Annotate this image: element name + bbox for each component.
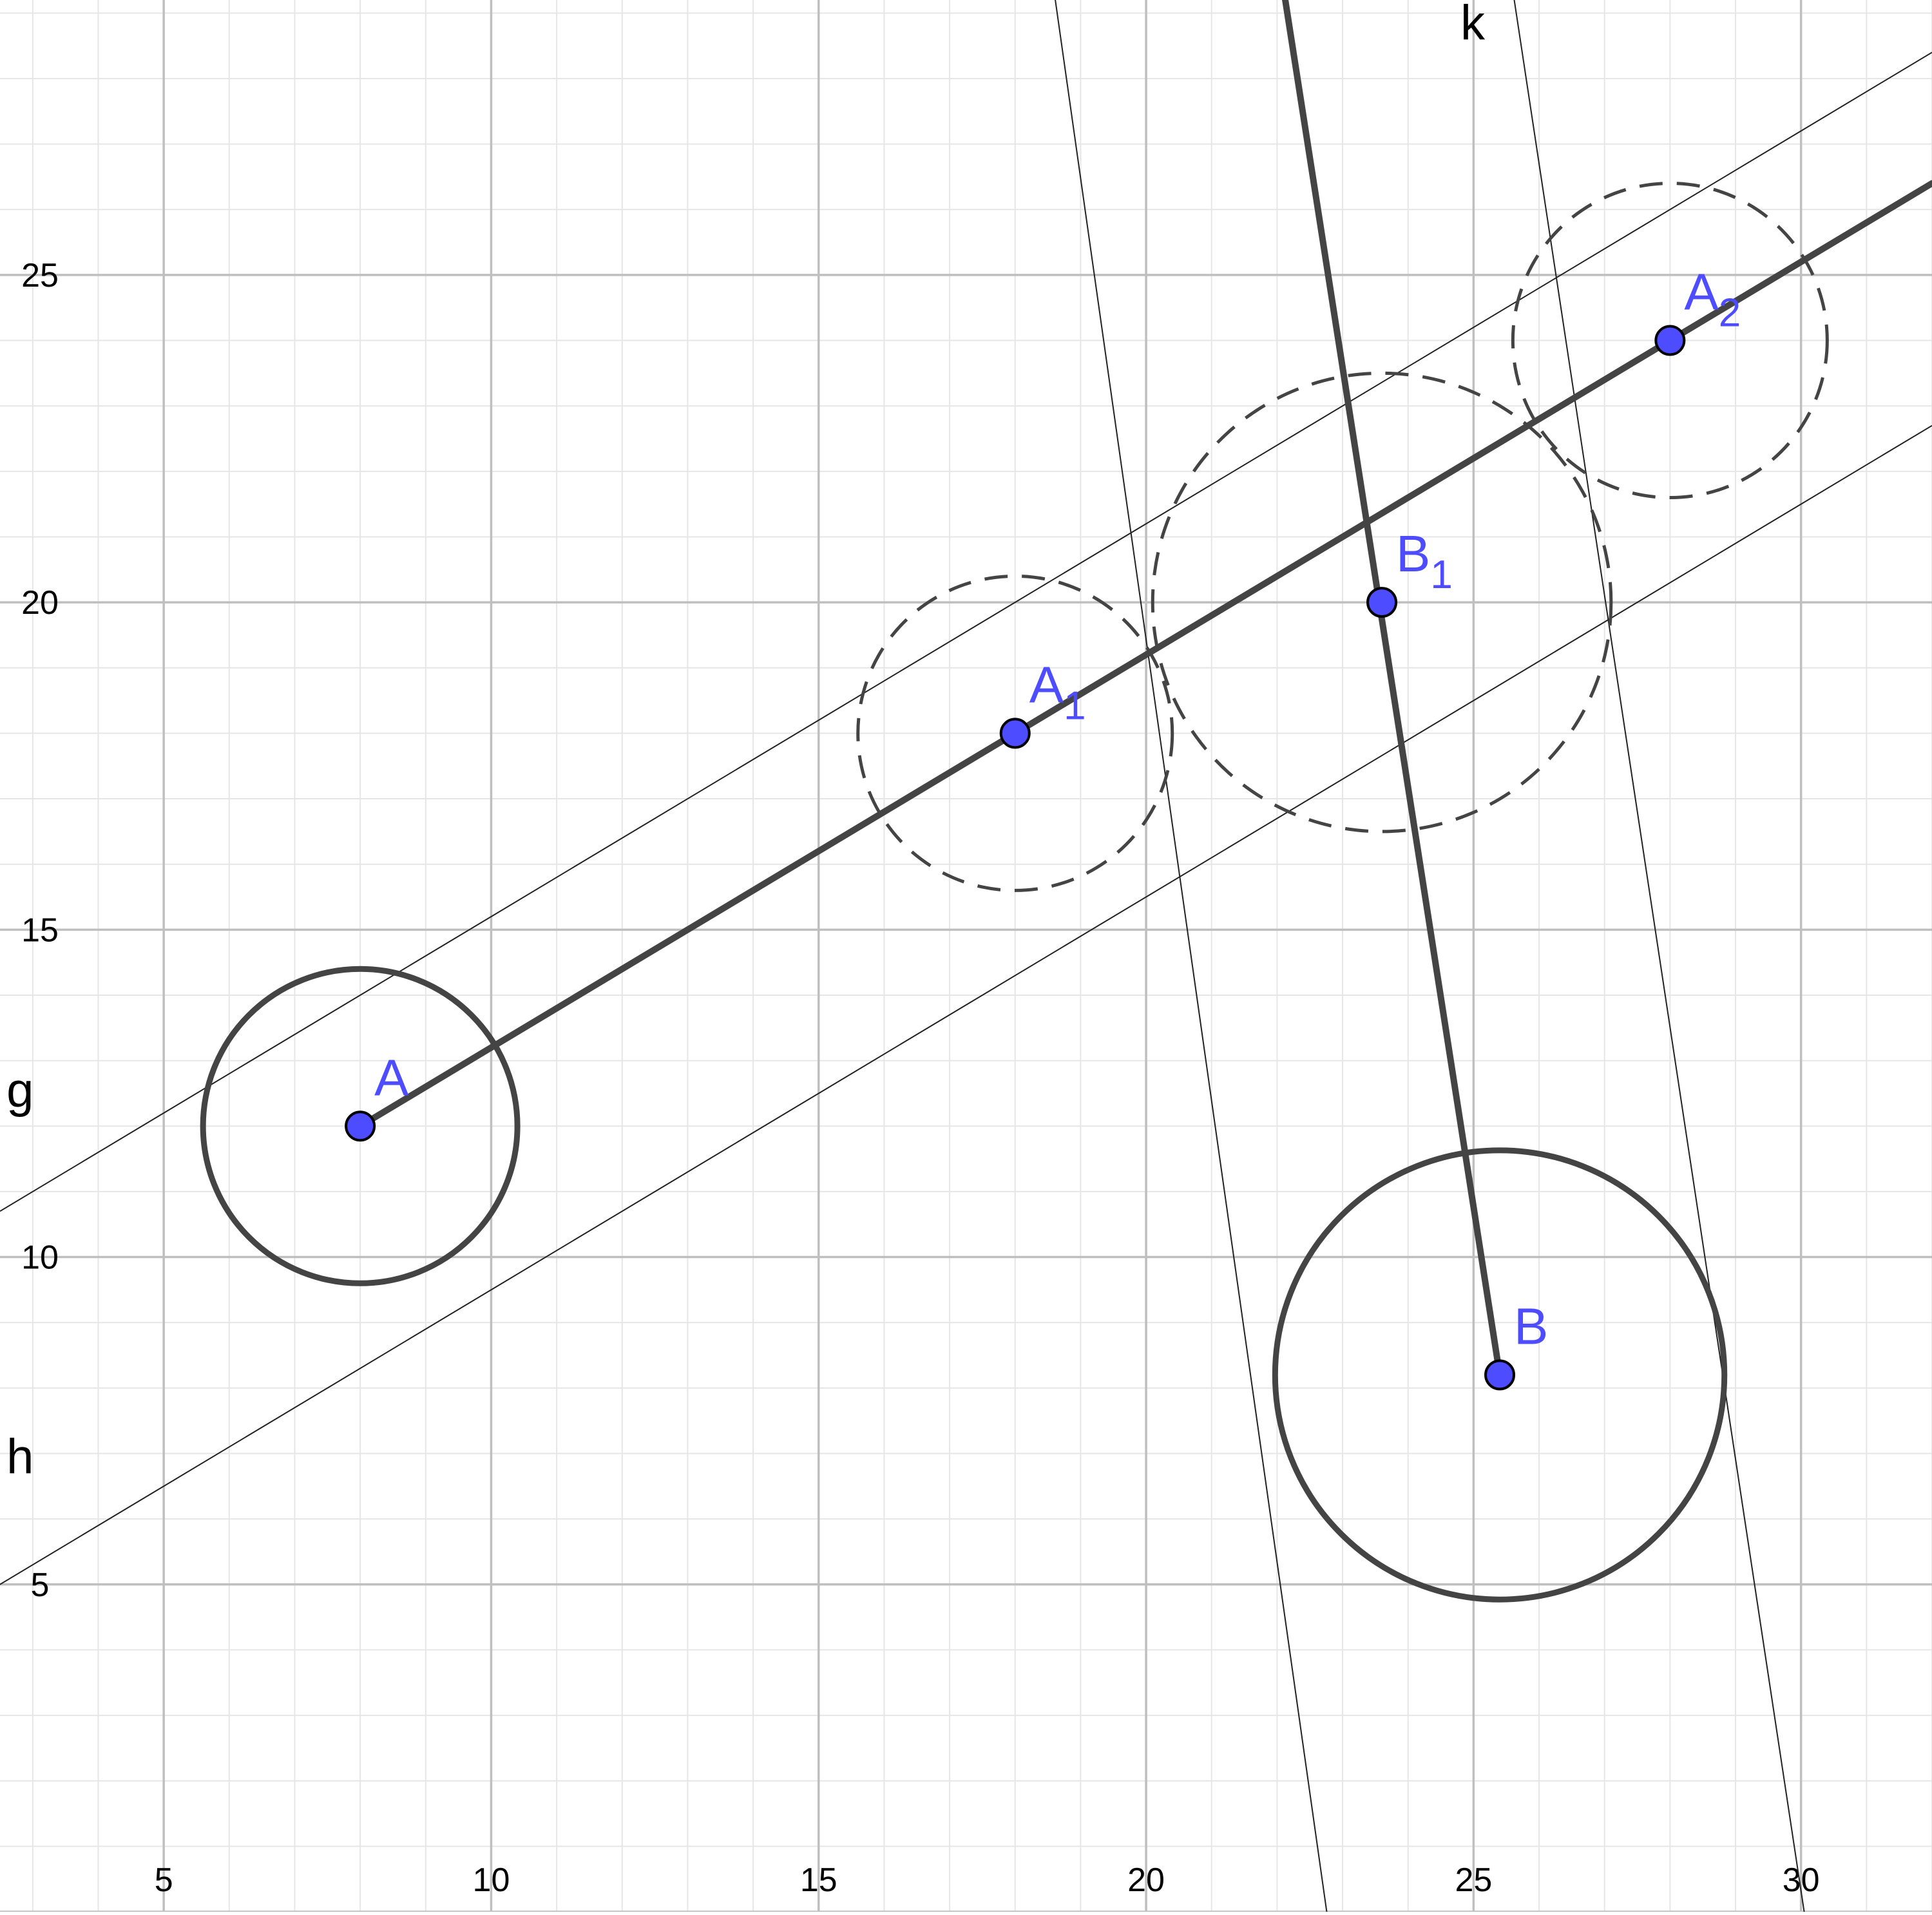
x-tick-label: 20 xyxy=(1127,1862,1165,1899)
point-B[interactable]: B xyxy=(1484,1298,1548,1391)
point-marker[interactable] xyxy=(1366,587,1398,618)
point-label: B xyxy=(1514,1298,1548,1355)
point-marker[interactable] xyxy=(345,1110,376,1142)
point-label: A xyxy=(374,1049,409,1106)
line-label-k: k xyxy=(1460,0,1486,50)
circle-B1 xyxy=(1151,371,1613,834)
x-tick-label: 5 xyxy=(155,1862,173,1899)
circles xyxy=(200,182,1829,1603)
circle-B xyxy=(1272,1147,1728,1603)
point-marker[interactable] xyxy=(1654,325,1686,356)
x-tick-label: 10 xyxy=(473,1862,510,1899)
point-A[interactable]: A xyxy=(345,1049,409,1142)
point-marker[interactable] xyxy=(1484,1359,1516,1391)
x-tick-label: 25 xyxy=(1455,1862,1492,1899)
y-tick-label: 25 xyxy=(21,257,59,294)
line-label-h: h xyxy=(6,1429,33,1484)
line-k xyxy=(1513,0,1806,1915)
point-label: B1 xyxy=(1396,525,1453,597)
line-g xyxy=(0,52,1932,1212)
segment-b-upper xyxy=(1282,0,1504,1378)
y-tick-label: 15 xyxy=(21,911,59,949)
line-k2 xyxy=(1055,0,1328,1915)
x-tick-label: 15 xyxy=(800,1862,837,1899)
circle-A2 xyxy=(1511,182,1829,500)
point-label-subscript: 2 xyxy=(1719,291,1741,336)
line-label-g: g xyxy=(6,1063,33,1118)
point-label-subscript: 1 xyxy=(1430,553,1452,597)
y-tick-label: 20 xyxy=(21,584,59,622)
y-tick-label: 5 xyxy=(31,1567,50,1604)
line-h xyxy=(0,424,1932,1585)
y-tick-label: 10 xyxy=(21,1239,59,1277)
circle-A xyxy=(200,966,521,1286)
line-labels: g h k xyxy=(6,0,1486,1484)
point-marker[interactable] xyxy=(999,718,1031,749)
circle-A1 xyxy=(856,574,1174,892)
point-label-subscript: 1 xyxy=(1064,683,1086,728)
